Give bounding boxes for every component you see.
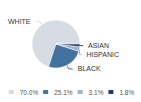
svg-text:3.1%: 3.1% (89, 89, 104, 96)
svg-text:WHITE: WHITE (8, 18, 31, 25)
svg-text:HISPANIC: HISPANIC (86, 51, 119, 58)
svg-text:1.8%: 1.8% (119, 89, 134, 96)
svg-text:70.0%: 70.0% (20, 89, 39, 96)
svg-text:ASIAN: ASIAN (88, 42, 109, 49)
svg-text:25.1%: 25.1% (54, 89, 73, 96)
svg-text:BLACK: BLACK (78, 65, 101, 72)
